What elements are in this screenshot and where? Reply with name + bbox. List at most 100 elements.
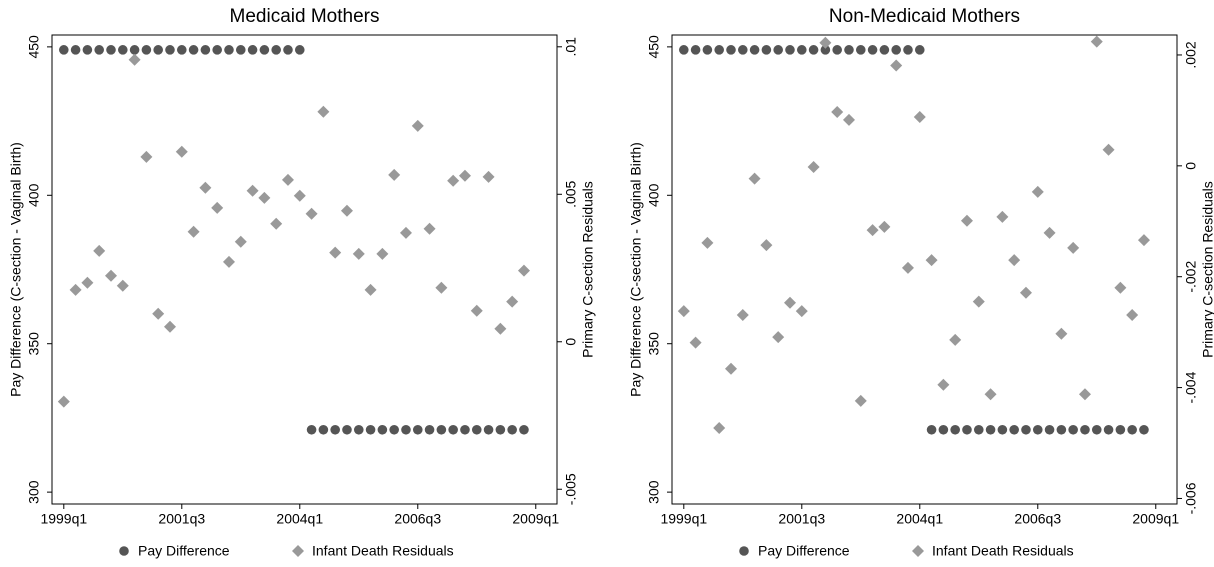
diamond-marker [211,201,224,214]
diamond-marker [57,395,70,408]
circle-marker [448,424,458,435]
y-tick-label: 450 [26,35,42,59]
circle-marker [129,45,140,55]
diamond-marker [1067,241,1080,254]
diamond-marker [246,184,259,197]
circle-marker [950,424,960,435]
circle-marker [702,45,713,55]
diamond-marker [901,261,914,274]
circle-marker [1139,424,1149,435]
y2-tick-label: -.002 [1183,261,1199,293]
circle-marker [483,424,494,435]
circle-marker [1127,424,1137,435]
diamond-marker [152,307,165,320]
diamond-marker [494,322,507,335]
circle-marker [844,45,854,55]
diamond-marker [1078,388,1091,401]
circle-marker [1080,424,1090,435]
diamond-marker [163,320,176,333]
circle-marker [1032,424,1043,435]
y2-tick-label: -.006 [1183,482,1199,514]
diamond-marker [972,295,985,308]
diamond-marker [842,113,855,126]
diamond-marker [292,545,304,557]
diamond-marker [689,336,702,349]
circle-marker [1115,424,1126,435]
circle-marker [1103,424,1114,435]
circle-marker [365,424,376,435]
circle-marker [962,424,972,435]
diamond-marker [1008,254,1021,267]
diamond-marker [713,422,726,435]
diamond-marker [447,174,460,187]
diamond-marker [470,304,483,317]
diamond-marker [270,217,283,230]
circle-marker [58,45,69,55]
circle-marker [1021,424,1031,435]
panel: Medicaid Mothers 300 350 400 450 -.005 0 .005 .0… [8,6,596,559]
panel: Non-Medicaid Mothers 300 350 400 450 -.006 -.0… [628,6,1214,559]
diamond-marker [1137,234,1150,247]
y2-tick-label: 0 [1183,162,1199,170]
diamond-marker [93,244,106,257]
circle-marker [401,424,411,435]
circle-marker [342,424,352,435]
circle-marker [247,45,258,55]
diamond-marker [1114,281,1127,294]
circle-marker [1056,424,1067,435]
circle-marker [377,424,388,435]
circle-marker [94,45,104,55]
circle-marker [867,45,878,55]
diamond-marker [329,246,342,259]
y2-tick-label: 0 [563,338,579,346]
diamond-marker [317,105,330,118]
circle-marker [678,45,689,55]
diamond-marker [293,189,306,202]
y2-tick-label: -.005 [563,473,579,505]
diamond-marker [807,160,820,173]
circle-marker [271,45,281,55]
circle-marker [306,424,317,435]
circle-marker [117,45,128,55]
circle-marker [412,424,423,435]
diamond-marker [388,168,401,181]
circle-marker [938,424,949,435]
diamond-marker [949,333,962,346]
circle-marker [997,424,1008,435]
circle-marker [832,45,842,55]
diamond-marker [1090,35,1103,48]
diamond-marker [783,296,796,309]
plot-frame [51,34,558,505]
diamond-marker [482,170,495,183]
y-tick-label: 400 [26,183,42,207]
diamond-marker [1055,327,1068,340]
y-tick-label: 350 [26,332,42,356]
circle-marker [389,424,399,435]
x-tick-label: 2006q3 [394,511,441,527]
circle-marker [985,424,996,435]
circle-marker [471,424,482,435]
y-axis-title: Pay Difference (C-section - Vaginal Birt… [628,142,644,397]
circle-marker [855,45,866,55]
diamond-marker [506,295,519,308]
diamond-marker [854,394,867,407]
circle-marker [82,45,93,55]
diamond-marker [187,225,200,238]
circle-marker [714,45,724,55]
circle-marker [879,45,890,55]
x-tick-label: 1999q1 [40,511,87,527]
y2-tick-label: -.004 [1183,371,1199,403]
circle-marker [796,45,807,55]
diamond-marker [831,106,844,119]
y-tick-label: 400 [646,183,662,207]
circle-marker [106,45,116,55]
diamond-marker [701,236,714,249]
circle-marker [165,45,175,55]
circle-marker [460,424,470,435]
circle-marker [737,45,748,55]
diamond-marker [772,331,785,344]
diamond-marker [996,210,1009,223]
x-tick-label: 2001q3 [778,511,825,527]
circle-marker [914,45,925,55]
